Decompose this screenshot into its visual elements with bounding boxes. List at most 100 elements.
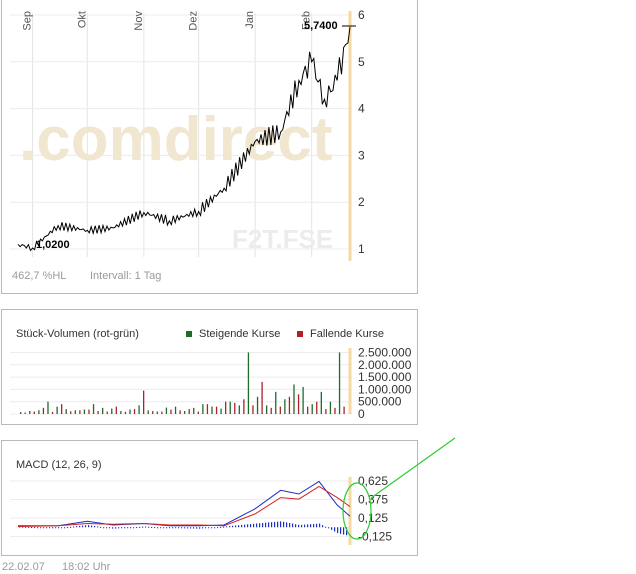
volume-y-axis: 2.500.0002.000.0001.500.0001.000.000500.… bbox=[358, 345, 412, 421]
month-label: Dez bbox=[188, 11, 200, 31]
macd-histogram-bar bbox=[277, 521, 279, 528]
macd-histogram-bar bbox=[70, 526, 72, 528]
macd-chart-svg: MACD (12, 26, 9) 0,625 0,375 0,125 -0,125 bbox=[10, 459, 392, 545]
macd-histogram-bar bbox=[313, 523, 315, 528]
volume-bar-down bbox=[51, 411, 54, 414]
macd-histogram-bar bbox=[46, 527, 48, 529]
macd-histogram-bar bbox=[343, 527, 345, 535]
macd-histogram-bar bbox=[157, 527, 159, 529]
macd-histogram-bar bbox=[196, 527, 198, 529]
macd-histogram-bar bbox=[226, 526, 228, 528]
volume-bar-up bbox=[138, 405, 140, 414]
footer-time: 18:02 Uhr bbox=[62, 561, 111, 573]
volume-grid bbox=[10, 351, 352, 415]
macd-histogram-bar bbox=[274, 521, 276, 528]
macd-histogram-bar bbox=[25, 526, 27, 528]
month-label: Nov bbox=[133, 11, 145, 31]
macd-histogram-bar bbox=[49, 527, 51, 529]
macd-histogram-bar bbox=[322, 525, 324, 528]
volume-bar-down bbox=[188, 409, 190, 414]
macd-histogram-bar bbox=[187, 527, 189, 529]
volume-chart-svg: Stück-Volumen (rot-grün) Steigende Kurse… bbox=[10, 328, 412, 421]
macd-histogram-bar bbox=[172, 527, 174, 529]
price-y-tick: 1 bbox=[358, 242, 365, 256]
volume-bar-down bbox=[343, 406, 345, 414]
volume-y-tick: 500.000 bbox=[358, 395, 402, 409]
volume-bar-down bbox=[288, 396, 291, 414]
volume-bar-up bbox=[275, 391, 277, 414]
macd-histogram-bar bbox=[208, 527, 210, 529]
macd-histogram-bar bbox=[28, 526, 30, 528]
volume-chart-panel: Stück-Volumen (rot-grün) Steigende Kurse… bbox=[1, 309, 418, 425]
macd-histogram-bar bbox=[256, 523, 258, 528]
volume-bar-down bbox=[334, 407, 336, 414]
volume-bar-down bbox=[243, 399, 245, 414]
macd-y-axis: 0,625 0,375 0,125 -0,125 bbox=[358, 474, 392, 544]
volume-bar-down bbox=[115, 406, 117, 414]
macd-histogram-bar bbox=[265, 522, 267, 528]
volume-bar-down bbox=[24, 412, 26, 414]
macd-histogram-bar bbox=[124, 527, 126, 529]
volume-bar-up bbox=[302, 386, 304, 414]
macd-histogram-bar bbox=[283, 521, 285, 528]
macd-grid bbox=[10, 480, 352, 537]
volume-bar-up bbox=[220, 408, 222, 414]
macd-histogram-bar bbox=[109, 527, 111, 529]
macd-histogram-bar bbox=[235, 525, 237, 528]
macd-histogram-bar bbox=[310, 524, 312, 528]
macd-histogram-bar bbox=[220, 526, 222, 528]
volume-bar-down bbox=[297, 394, 300, 414]
price-y-tick: 3 bbox=[358, 148, 365, 162]
macd-title: MACD (12, 26, 9) bbox=[16, 459, 102, 471]
macd-histogram-bar bbox=[58, 527, 60, 529]
macd-histogram-bar bbox=[160, 527, 162, 529]
macd-histogram-bar bbox=[163, 527, 165, 529]
macd-histogram-bar bbox=[214, 527, 216, 529]
volume-bar-down bbox=[143, 390, 145, 414]
macd-histogram-bar bbox=[184, 527, 186, 529]
month-label: Sep bbox=[22, 11, 34, 31]
footer-interval: Intervall: 1 Tag bbox=[90, 270, 161, 282]
macd-histogram-bar bbox=[193, 527, 195, 529]
macd-histogram-bar bbox=[166, 527, 168, 529]
signal-line bbox=[17, 485, 351, 527]
volume-bar-up bbox=[193, 407, 195, 414]
volume-bar-down bbox=[234, 402, 236, 414]
volume-bar-down bbox=[152, 411, 154, 414]
volume-bar-up bbox=[247, 352, 250, 414]
month-labels: Sep Okt Nov Dez Jan Feb bbox=[22, 11, 313, 31]
macd-histogram-bar bbox=[307, 524, 309, 528]
macd-histogram-bar bbox=[178, 527, 180, 529]
volume-bar-down bbox=[42, 407, 45, 414]
macd-histogram-bar bbox=[205, 527, 207, 529]
macd-histogram-bar bbox=[190, 527, 192, 529]
macd-histogram-bar bbox=[262, 522, 264, 528]
volume-bar-down bbox=[161, 411, 163, 414]
macd-histogram-bar bbox=[292, 523, 294, 528]
macd-histogram-bar bbox=[52, 527, 54, 529]
price-line bbox=[17, 27, 351, 252]
legend-up-label: Steigende Kurse bbox=[199, 328, 280, 340]
volume-bar-down bbox=[170, 409, 172, 414]
macd-histogram-bar bbox=[247, 524, 249, 528]
macd-histogram-bar bbox=[181, 527, 183, 529]
macd-histogram-bar bbox=[133, 527, 135, 529]
price-y-tick: 2 bbox=[358, 195, 365, 209]
volume-bar-up bbox=[229, 401, 231, 414]
macd-histogram-bar bbox=[127, 527, 129, 529]
macd-histogram-bar bbox=[139, 526, 141, 528]
volume-bar-up bbox=[238, 405, 240, 414]
footer-change: 462,7 %HL bbox=[12, 270, 66, 282]
volume-bar-down bbox=[215, 406, 218, 414]
macd-histogram-bar bbox=[334, 527, 336, 532]
volume-bar-down bbox=[61, 404, 63, 414]
volume-bar-up bbox=[293, 384, 295, 414]
volume-bar-up bbox=[338, 352, 341, 414]
volume-bar-up bbox=[147, 410, 149, 414]
macd-histogram-bar bbox=[73, 526, 75, 528]
macd-histogram-bar bbox=[31, 526, 33, 528]
macd-histogram-bar bbox=[85, 525, 87, 528]
volume-bar-down bbox=[261, 382, 263, 414]
month-label: Feb bbox=[301, 11, 313, 30]
watermark-symbol: F2T.FSE bbox=[232, 224, 333, 254]
